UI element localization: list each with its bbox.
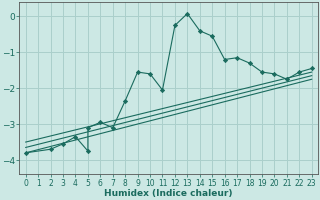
X-axis label: Humidex (Indice chaleur): Humidex (Indice chaleur) [104, 189, 233, 198]
